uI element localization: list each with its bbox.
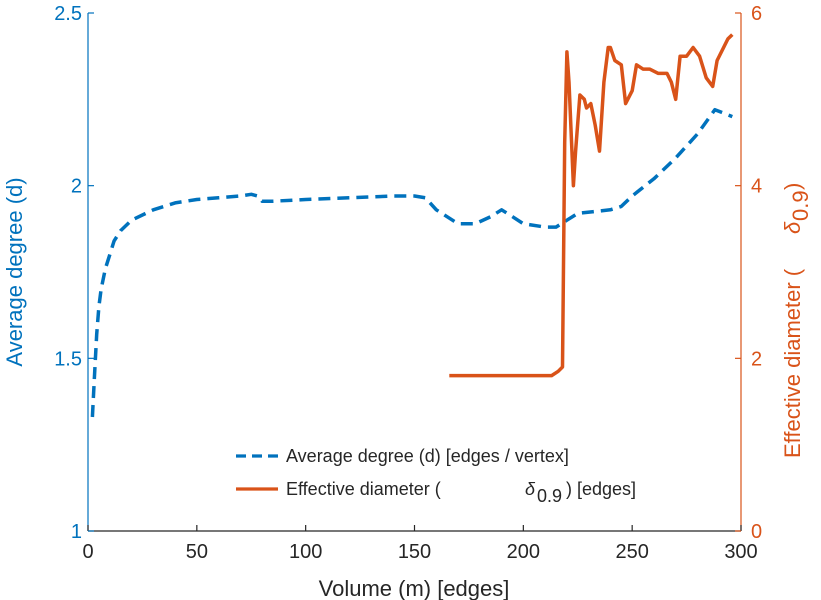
svg-text:Effective diameter (: Effective diameter (: [286, 479, 441, 499]
svg-text:0.9: 0.9: [788, 190, 813, 221]
y-left-tick-label: 1: [71, 521, 82, 543]
x-tick-label: 0: [82, 541, 93, 563]
x-tick-label: 300: [724, 541, 757, 563]
y-left-tick-label: 2.5: [54, 3, 82, 25]
x-tick-label: 100: [289, 541, 322, 563]
y-right-tick-label: 6: [751, 3, 762, 25]
svg-text:δ: δ: [525, 479, 536, 499]
legend: Average degree (d) [edges / vertex] Effe…: [236, 446, 636, 506]
y-left-tick-label: 1.5: [54, 348, 82, 370]
svg-text:): ): [780, 183, 805, 190]
legend-label-eff-diameter: Effective diameter ( δ 0.9 ) [edges]: [286, 479, 636, 506]
x-tick-label: 250: [615, 541, 648, 563]
x-tick-label: 50: [186, 541, 208, 563]
x-tick-label: 200: [507, 541, 540, 563]
series-line-avg-degree: [90, 107, 733, 418]
series-line-eff-diameter: [449, 33, 734, 378]
y-right-tick-label: 4: [751, 176, 762, 198]
svg-text:0.9: 0.9: [537, 486, 562, 506]
svg-text:Effective diameter (: Effective diameter (: [780, 268, 805, 458]
legend-label-avg-degree: Average degree (d) [edges / vertex]: [286, 446, 569, 466]
x-axis-title: Volume (m) [edges]: [319, 576, 510, 600]
y-left-tick-label: 2: [71, 176, 82, 198]
y-right-tick-label: 2: [751, 348, 762, 370]
right-y-axis-title: Effective diameter ( δ 0.9 ): [780, 183, 813, 458]
x-tick-label: 150: [398, 541, 431, 563]
svg-text:δ: δ: [780, 221, 805, 234]
y-right-tick-label: 0: [751, 521, 762, 543]
left-y-axis-title: Average degree (d): [2, 177, 27, 366]
svg-text:) [edges]: ) [edges]: [566, 479, 636, 499]
